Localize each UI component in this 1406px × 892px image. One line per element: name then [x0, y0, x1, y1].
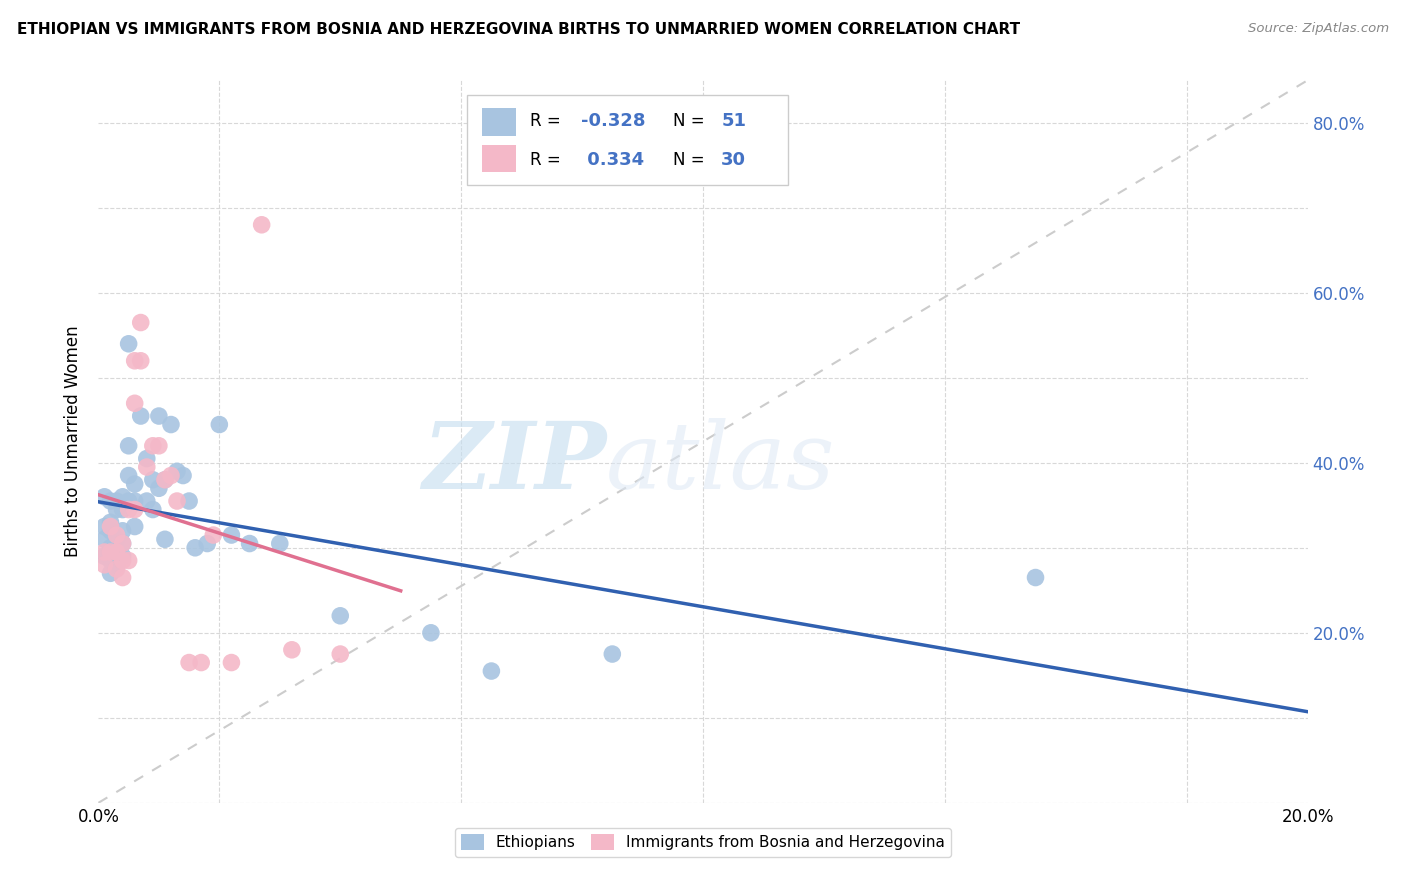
Point	[329, 608, 352, 623]
Point	[153, 473, 176, 487]
Text: Source: ZipAtlas.com: Source: ZipAtlas.com	[1249, 22, 1389, 36]
FancyBboxPatch shape	[482, 109, 516, 136]
Point	[329, 647, 352, 661]
Point	[148, 409, 170, 423]
Text: N =: N =	[672, 151, 704, 169]
Point	[100, 524, 122, 538]
Point	[160, 468, 183, 483]
Point	[184, 541, 207, 555]
Point	[135, 494, 157, 508]
Text: 30: 30	[721, 151, 747, 169]
Point	[105, 502, 128, 516]
Point	[202, 528, 225, 542]
Point	[111, 524, 134, 538]
Point	[111, 553, 134, 567]
Point	[481, 664, 503, 678]
Point	[111, 502, 134, 516]
FancyBboxPatch shape	[482, 145, 516, 172]
Point	[124, 502, 146, 516]
Point	[124, 519, 146, 533]
Point	[100, 516, 122, 530]
Point	[111, 536, 134, 550]
Point	[118, 336, 141, 351]
Point	[93, 519, 115, 533]
Legend: Ethiopians, Immigrants from Bosnia and Herzegovina: Ethiopians, Immigrants from Bosnia and H…	[454, 829, 952, 856]
Point	[100, 541, 122, 555]
Point	[129, 316, 152, 330]
Text: ZIP: ZIP	[422, 418, 606, 508]
Text: ETHIOPIAN VS IMMIGRANTS FROM BOSNIA AND HERZEGOVINA BIRTHS TO UNMARRIED WOMEN CO: ETHIOPIAN VS IMMIGRANTS FROM BOSNIA AND …	[17, 22, 1019, 37]
Point	[172, 468, 194, 483]
FancyBboxPatch shape	[467, 95, 787, 185]
Text: 0.334: 0.334	[581, 151, 644, 169]
Point	[148, 481, 170, 495]
Point	[269, 536, 291, 550]
Point	[135, 451, 157, 466]
Point	[100, 566, 122, 581]
Point	[153, 473, 176, 487]
Point	[142, 439, 165, 453]
Point	[111, 536, 134, 550]
Point	[124, 494, 146, 508]
Point	[124, 477, 146, 491]
Y-axis label: Births to Unmarried Women: Births to Unmarried Women	[65, 326, 83, 558]
Point	[135, 460, 157, 475]
Point	[111, 570, 134, 584]
Point	[195, 536, 218, 550]
Point	[93, 490, 115, 504]
Text: atlas: atlas	[606, 418, 835, 508]
Point	[105, 558, 128, 572]
Point	[105, 562, 128, 576]
Point	[239, 536, 262, 550]
Point	[208, 417, 231, 432]
Point	[420, 625, 443, 640]
Point	[100, 494, 122, 508]
Text: N =: N =	[672, 112, 704, 130]
Point	[118, 502, 141, 516]
Point	[105, 494, 128, 508]
Point	[105, 545, 128, 559]
Point	[281, 642, 304, 657]
Point	[142, 502, 165, 516]
Point	[93, 545, 115, 559]
Point	[111, 490, 134, 504]
Point	[93, 533, 115, 547]
Point	[221, 656, 243, 670]
Point	[129, 409, 152, 423]
Point	[118, 494, 141, 508]
Point	[100, 553, 122, 567]
Point	[179, 494, 201, 508]
Point	[160, 417, 183, 432]
Point	[250, 218, 273, 232]
Point	[166, 494, 188, 508]
Text: R =: R =	[530, 151, 561, 169]
Point	[118, 439, 141, 453]
Point	[100, 545, 122, 559]
Text: -0.328: -0.328	[581, 112, 645, 130]
Point	[111, 549, 134, 564]
Point	[179, 656, 201, 670]
Point	[124, 353, 146, 368]
Point	[602, 647, 624, 661]
Point	[100, 519, 122, 533]
Point	[105, 528, 128, 542]
Point	[129, 353, 152, 368]
Point	[142, 473, 165, 487]
Point	[153, 533, 176, 547]
Point	[1024, 570, 1046, 584]
Point	[105, 533, 128, 547]
Point	[93, 549, 115, 564]
Point	[105, 545, 128, 559]
Point	[93, 558, 115, 572]
Point	[190, 656, 212, 670]
Point	[221, 528, 243, 542]
Point	[166, 464, 188, 478]
Point	[148, 439, 170, 453]
Text: R =: R =	[530, 112, 561, 130]
Point	[118, 553, 141, 567]
Point	[124, 396, 146, 410]
Text: 51: 51	[721, 112, 747, 130]
Point	[118, 468, 141, 483]
